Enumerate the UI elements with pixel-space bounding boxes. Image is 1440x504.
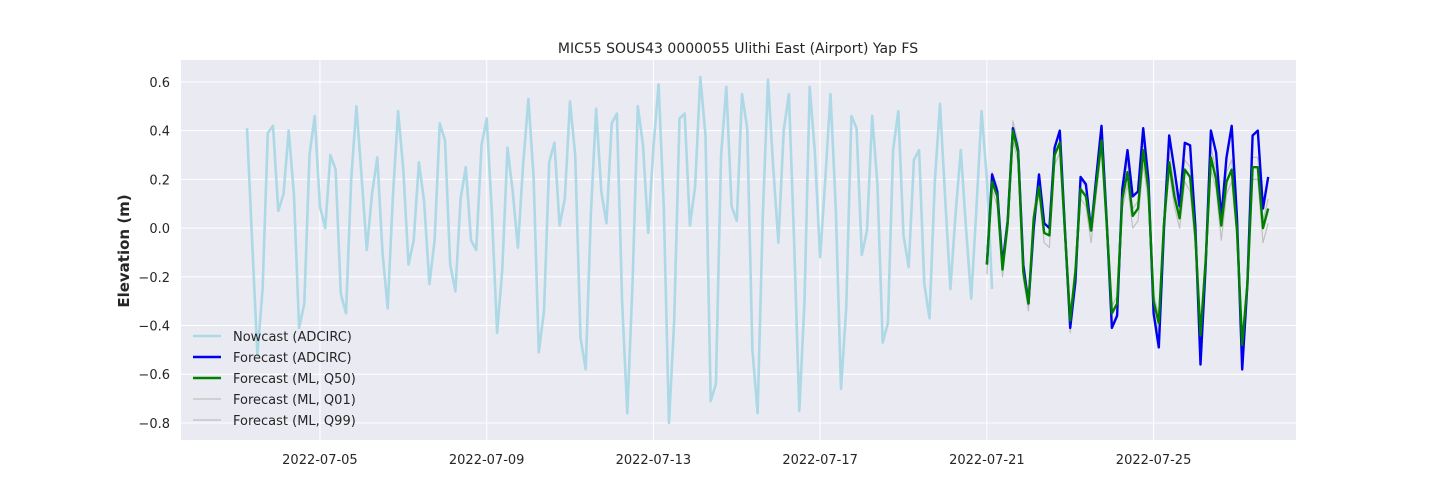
x-tick-label: 2022-07-05 [282,453,358,468]
x-tick-label: 2022-07-21 [949,453,1025,468]
legend-label-forecast-adcirc: Forecast (ADCIRC) [233,351,352,366]
y-tick-label: 0.0 [149,222,170,237]
grid-lines [181,60,1296,440]
legend: Nowcast (ADCIRC) Forecast (ADCIRC) Forecas… [193,330,356,429]
y-tick-label: 0.2 [149,173,170,188]
y-tick-label: 0.4 [149,125,170,140]
x-tick-labels: 2022-07-05 2022-07-09 2022-07-13 2022-07-17… [282,453,1191,468]
legend-label-forecast-ml-q50: Forecast (ML, Q50) [233,372,356,387]
y-tick-label: −0.8 [138,417,170,432]
series-line-nowcast-adcirc [245,75,994,425]
legend-label-nowcast-adcirc: Nowcast (ADCIRC) [233,330,352,345]
x-tick-label: 2022-07-13 [616,453,692,468]
x-tick-label: 2022-07-09 [449,453,525,468]
y-axis-label: Elevation (m) [115,194,133,307]
y-tick-label: −0.2 [138,271,170,286]
series-line-forecast-ml-q50 [985,129,1270,347]
series-lines [245,75,1270,425]
y-tick-label: −0.4 [138,320,170,335]
y-tick-label: −0.6 [138,368,170,383]
y-tick-label: 0.6 [149,76,170,91]
x-tick-label: 2022-07-17 [782,453,858,468]
legend-label-forecast-ml-q01: Forecast (ML, Q01) [233,393,356,408]
chart-title: MIC55 SOUS43 0000055 Ulithi East (Airpor… [558,41,918,57]
x-tick-label: 2022-07-25 [1116,453,1192,468]
legend-label-forecast-ml-q99: Forecast (ML, Q99) [233,414,356,429]
y-tick-labels: −0.8 −0.6 −0.4 −0.2 0.0 0.2 0.4 0.6 [138,76,170,432]
